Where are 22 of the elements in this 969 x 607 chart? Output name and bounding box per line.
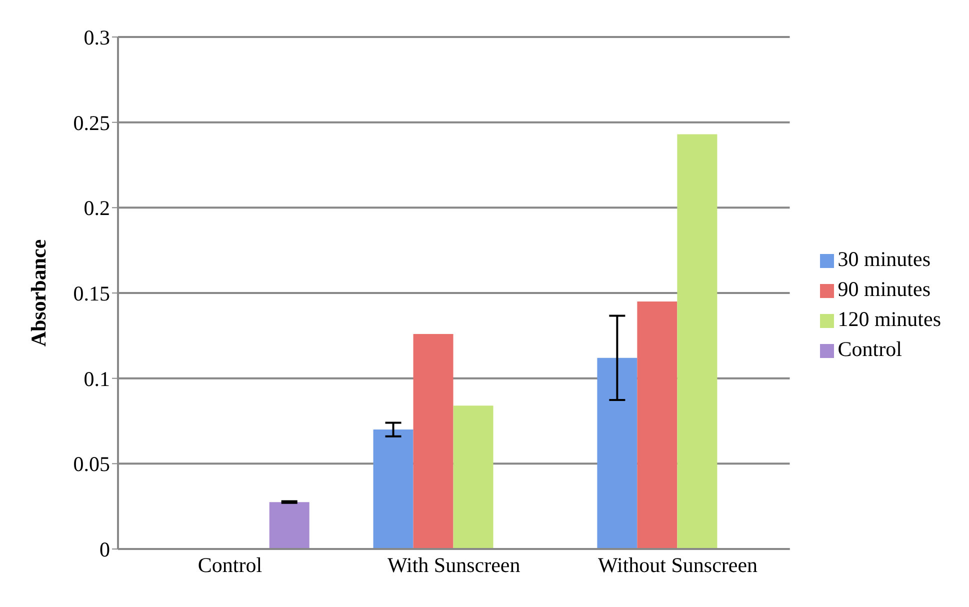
bar (597, 358, 638, 549)
y-tick-label: 0.15 (73, 281, 110, 306)
y-axis-title: Absorbance (26, 239, 50, 347)
y-tick-label: 0.1 (84, 366, 110, 391)
x-tick-label: With Sunscreen (388, 552, 521, 577)
y-tick-label: 0.2 (84, 196, 110, 220)
y-tick-label: 0.3 (84, 25, 110, 50)
bar (677, 134, 718, 549)
bar (373, 430, 414, 549)
bar (637, 302, 678, 549)
bar (453, 406, 494, 549)
y-tick-label: 0.05 (73, 452, 110, 476)
legend-label: Control (838, 336, 902, 360)
bar (269, 502, 310, 549)
legend-label: 90 minutes (838, 276, 930, 300)
x-tick-label: Without Sunscreen (598, 552, 758, 577)
bar (413, 334, 454, 549)
y-tick-label: 0.25 (73, 110, 110, 135)
legend-label: 120 minutes (838, 306, 941, 330)
legend-label: 30 minutes (838, 246, 930, 270)
x-tick-label: Control (198, 552, 262, 577)
y-tick-label: 0 (100, 537, 110, 562)
